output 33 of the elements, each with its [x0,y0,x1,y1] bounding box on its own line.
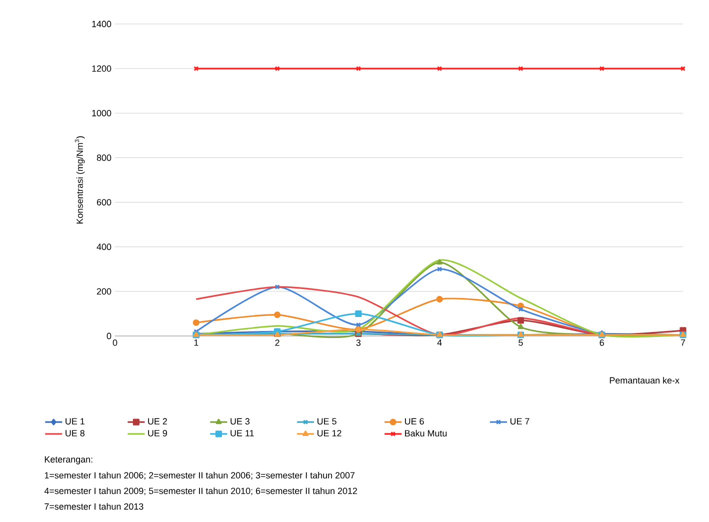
legend-label: UE 2 [148,418,167,425]
legend-label: UE 1 [66,418,84,424]
legend-label: Baku Mutu [405,430,447,436]
legend-label: UE 8 [66,430,84,436]
text: 7=semester I tahun 2013 [44,503,144,510]
y-tick-label: 1400 [92,20,112,28]
legend-label: UE 7 [510,418,530,424]
y-tick-label: 400 [96,244,112,250]
y-tick-label: 200 [96,288,112,295]
x-tick-label: 2 [275,340,280,346]
legend-label: UE 5 [318,418,336,424]
legend-label: UE 9 [148,430,167,436]
x-tick-label: 5 [518,340,523,346]
text: 4=semester I tahun 2009; 5=semester II tahun 2010; 6=semester II tahun 2012 [44,488,357,496]
legend-label: UE 3 [230,418,250,425]
x-axis-title: Pemantauan ke-x [610,376,680,384]
y-tick-label: 1200 [92,65,112,72]
legend-label: UE 6 [405,418,424,425]
x-tick-label: 6 [600,340,604,346]
text: Keterangan: [44,456,92,464]
text: 1=semester I tahun 2006; 2=semester II tahun 2006; 3=semester I tahun 2007 [44,472,355,480]
legend-label: UE 11 [230,430,254,436]
y-axis-title: Konsentrasi (mg/Nm$^{3}$) [74,136,85,224]
y-tick-label: 0 [106,332,112,340]
legend-label: UE 12 [318,430,342,436]
x-tick-label: 7 [680,340,686,346]
y-tick-label: 800 [96,154,112,161]
x-tick-label: 0 [112,340,118,346]
x-tick-label: 4 [437,340,442,346]
x-tick-label: 1 [194,340,198,346]
y-tick-label: 600 [96,199,112,206]
y-tick-label: 1000 [92,110,112,116]
x-tick-label: 3 [356,340,361,346]
